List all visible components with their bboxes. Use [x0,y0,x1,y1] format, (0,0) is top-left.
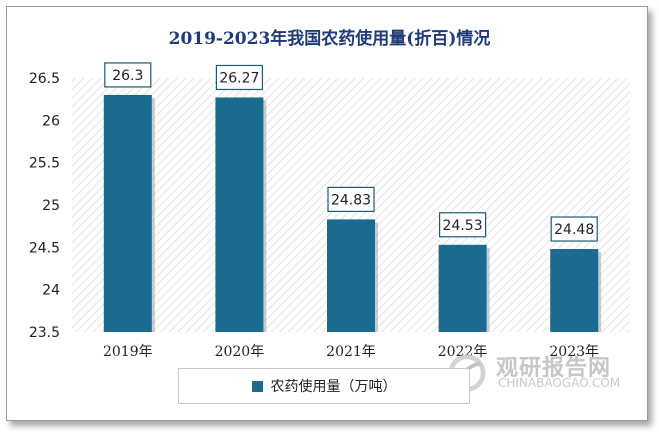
data-label-box [104,62,152,88]
watermark-domain: CHINABAOGAO.COM [498,376,621,390]
y-tick-label: 25 [42,198,60,214]
legend-swatch [251,380,263,392]
x-axis: 2019年 2020年 2021年 2022年 2023年 [103,344,599,360]
y-tick-label: 24.5 [29,240,60,256]
bar [215,97,264,333]
y-axis: 23.5 24 24.5 25 25.5 26 26.5 [29,71,60,341]
data-label-box [439,212,487,238]
y-tick-label: 25.5 [29,156,60,172]
y-tick-label: 23.5 [29,325,60,341]
x-tick-label: 2020年 [215,344,265,360]
value-labels: 26.3 26.27 24.83 24.53 24.48 [104,62,598,242]
y-tick-label: 26 [42,113,60,129]
data-label: 24.83 [331,192,371,208]
x-tick-label: 2019年 [103,344,153,360]
watermark-name: 观研报告网 [496,356,612,381]
data-label: 26.3 [112,68,143,84]
data-label: 26.27 [219,70,259,86]
chart-title: 2019-2023年我国农药使用量(折百)情况 [168,29,491,49]
bar [438,244,487,332]
x-tick-label: 2021年 [326,344,376,360]
bar [103,94,152,332]
data-label-box [550,216,598,242]
data-label-box [215,64,263,91]
bars [103,94,602,333]
y-tick-label: 26.5 [29,71,60,87]
bar [327,219,375,332]
data-label-box [327,186,375,212]
bar [550,249,599,332]
data-label: 24.53 [443,218,483,234]
legend-label: 农药使用量（万吨） [270,379,397,395]
legend: 农药使用量（万吨） [178,368,470,404]
data-label: 24.48 [554,222,594,238]
watermark: 观研报告网 CHINABAOGAO.COM [440,346,630,396]
x-tick-label: 2022年 [438,344,488,360]
y-tick-label: 24 [42,283,60,299]
x-tick-label: 2023年 [549,344,599,360]
